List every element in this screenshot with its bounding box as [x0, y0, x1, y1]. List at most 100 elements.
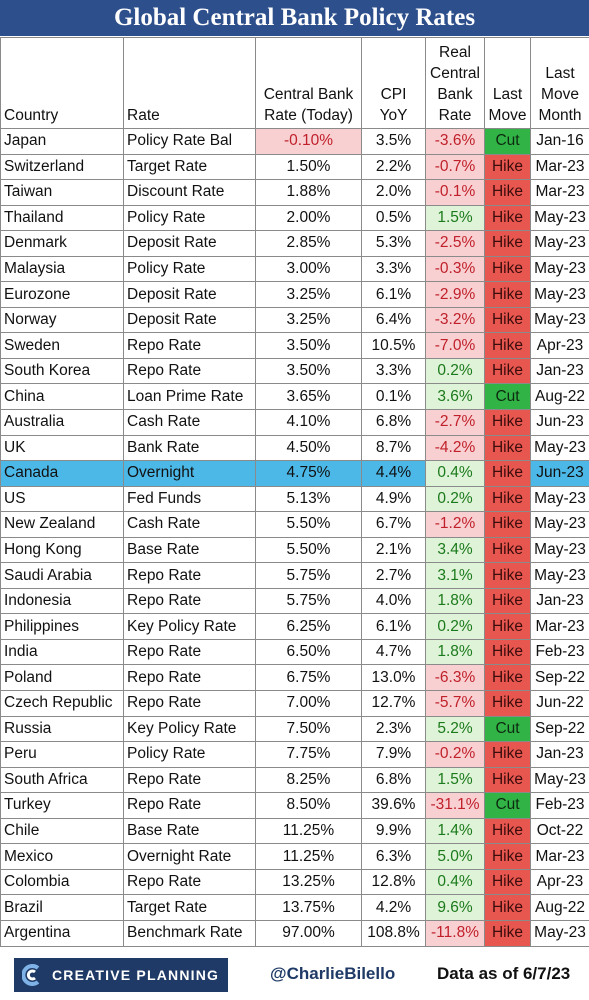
country-cell: Russia	[0, 715, 124, 743]
last-move-month-cell: Mar-23	[530, 843, 589, 870]
country-cell: India	[0, 638, 124, 666]
table-row: New Zealand Cash Rate 5.50% 6.7% -1.2% Hike Ma…	[0, 511, 589, 538]
policy-rate-cell: 3.50%	[255, 332, 362, 359]
policy-rate-cell: 13.75%	[255, 894, 362, 921]
rate-type-cell: Repo Rate	[123, 664, 256, 692]
table-row: Turkey Repo Rate 8.50% 39.6% -31.1% Cut Feb-23	[0, 792, 589, 819]
policy-rate-cell: 11.25%	[255, 843, 362, 870]
country-cell: Denmark	[0, 230, 124, 257]
real-rate-cell: 3.4%	[425, 536, 485, 564]
last-move-month-cell: Mar-23	[530, 153, 589, 181]
last-move-cell: Hike	[484, 587, 531, 615]
rate-type-cell: Overnight Rate	[123, 843, 256, 870]
last-move-month-cell: Oct-22	[530, 817, 589, 845]
real-rate-cell: -0.3%	[425, 255, 485, 283]
table-row: UK Bank Rate 4.50% 8.7% -4.2% Hike May-23	[0, 434, 589, 462]
country-cell: Eurozone	[0, 281, 124, 308]
real-rate-cell: -0.7%	[425, 153, 485, 181]
rate-type-cell: Repo Rate	[123, 332, 256, 359]
last-move-cell: Hike	[484, 843, 531, 870]
real-rate-cell: 0.2%	[425, 613, 485, 640]
table-row: Mexico Overnight Rate 11.25% 6.3% 5.0% Hike Ma…	[0, 843, 589, 870]
last-move-month-cell: May-23	[530, 919, 589, 947]
last-move-month-cell: Aug-22	[530, 894, 589, 921]
last-move-cell: Hike	[484, 868, 531, 896]
cpi-cell: 9.9%	[361, 817, 426, 845]
country-cell: US	[0, 485, 124, 513]
cpi-cell: 6.3%	[361, 843, 426, 870]
last-move-cell: Hike	[484, 204, 531, 232]
table-row: Taiwan Discount Rate 1.88% 2.0% -0.1% Hike Mar…	[0, 179, 589, 206]
real-rate-cell: 9.6%	[425, 894, 485, 921]
cpi-cell: 2.2%	[361, 153, 426, 181]
last-move-cell: Hike	[484, 153, 531, 181]
rate-type-cell: Repo Rate	[123, 766, 256, 794]
cpi-cell: 6.1%	[361, 613, 426, 640]
last-move-month-cell: May-23	[530, 281, 589, 308]
last-move-month-cell: Jan-23	[530, 741, 589, 768]
cpi-cell: 3.5%	[361, 128, 426, 155]
policy-rate-cell: 5.75%	[255, 562, 362, 589]
table-row: Switzerland Target Rate 1.50% 2.2% -0.7% Hike…	[0, 153, 589, 181]
last-move-month-cell: Apr-23	[530, 332, 589, 359]
real-rate-cell: -0.1%	[425, 179, 485, 206]
table-body: Japan Policy Rate Bal -0.10% 3.5% -3.6% Cut Ja…	[0, 128, 589, 947]
real-rate-cell: -0.2%	[425, 741, 485, 768]
brand-logo: CREATIVE PLANNING	[14, 958, 228, 992]
last-move-month-cell: Apr-23	[530, 868, 589, 896]
last-move-cell: Hike	[484, 664, 531, 692]
last-move-cell: Hike	[484, 562, 531, 589]
table-row: South Africa Repo Rate 8.25% 6.8% 1.5% Hike Ma…	[0, 766, 589, 794]
last-move-cell: Hike	[484, 179, 531, 206]
cpi-cell: 2.1%	[361, 536, 426, 564]
last-move-month-cell: Sep-22	[530, 715, 589, 743]
country-cell: Japan	[0, 128, 124, 155]
rate-type-cell: Repo Rate	[123, 562, 256, 589]
policy-rate-cell: 8.50%	[255, 792, 362, 819]
cpi-cell: 0.5%	[361, 204, 426, 232]
rate-type-cell: Loan Prime Rate	[123, 383, 256, 411]
last-move-cell: Hike	[484, 536, 531, 564]
country-cell: Taiwan	[0, 179, 124, 206]
rate-type-cell: Deposit Rate	[123, 230, 256, 257]
table-row: Poland Repo Rate 6.75% 13.0% -6.3% Hike Sep-22	[0, 664, 589, 692]
footer: CREATIVE PLANNING @CharlieBilello Data a…	[0, 950, 589, 1000]
country-cell: Colombia	[0, 868, 124, 896]
rate-type-cell: Repo Rate	[123, 792, 256, 819]
last-move-cell: Cut	[484, 792, 531, 819]
last-move-cell: Hike	[484, 460, 531, 487]
last-move-cell: Cut	[484, 383, 531, 411]
brand-c-icon	[22, 964, 40, 986]
policy-rate-cell: 7.00%	[255, 690, 362, 717]
real-rate-cell: -2.5%	[425, 230, 485, 257]
country-cell: Czech Republic	[0, 690, 124, 717]
country-cell: Switzerland	[0, 153, 124, 181]
cpi-cell: 4.7%	[361, 638, 426, 666]
table-row: China Loan Prime Rate 3.65% 0.1% 3.6% Cut Aug-…	[0, 383, 589, 411]
policy-rate-cell: 13.25%	[255, 868, 362, 896]
country-cell: Norway	[0, 306, 124, 334]
country-cell: Australia	[0, 409, 124, 436]
country-cell: Sweden	[0, 332, 124, 359]
cpi-cell: 4.4%	[361, 460, 426, 487]
last-move-month-cell: May-23	[530, 536, 589, 564]
cpi-cell: 13.0%	[361, 664, 426, 692]
policy-rate-cell: 3.25%	[255, 306, 362, 334]
table-row: Russia Key Policy Rate 7.50% 2.3% 5.2% Cut Sep…	[0, 715, 589, 743]
last-move-month-cell: Feb-23	[530, 638, 589, 666]
country-cell: Canada	[0, 460, 124, 487]
rate-type-cell: Repo Rate	[123, 690, 256, 717]
rate-type-cell: Key Policy Rate	[123, 715, 256, 743]
last-move-month-cell: Jun-22	[530, 690, 589, 717]
last-move-month-cell: Sep-22	[530, 664, 589, 692]
real-rate-cell: 1.5%	[425, 766, 485, 794]
table-row: India Repo Rate 6.50% 4.7% 1.8% Hike Feb-23	[0, 638, 589, 666]
last-move-month-cell: Jun-23	[530, 409, 589, 436]
policy-rate-cell: 97.00%	[255, 919, 362, 947]
column-header: Country	[0, 37, 124, 129]
cpi-cell: 6.4%	[361, 306, 426, 334]
policy-rate-cell: 2.00%	[255, 204, 362, 232]
real-rate-cell: -6.3%	[425, 664, 485, 692]
policy-rate-cell: 3.65%	[255, 383, 362, 411]
policy-rate-cell: 5.75%	[255, 587, 362, 615]
